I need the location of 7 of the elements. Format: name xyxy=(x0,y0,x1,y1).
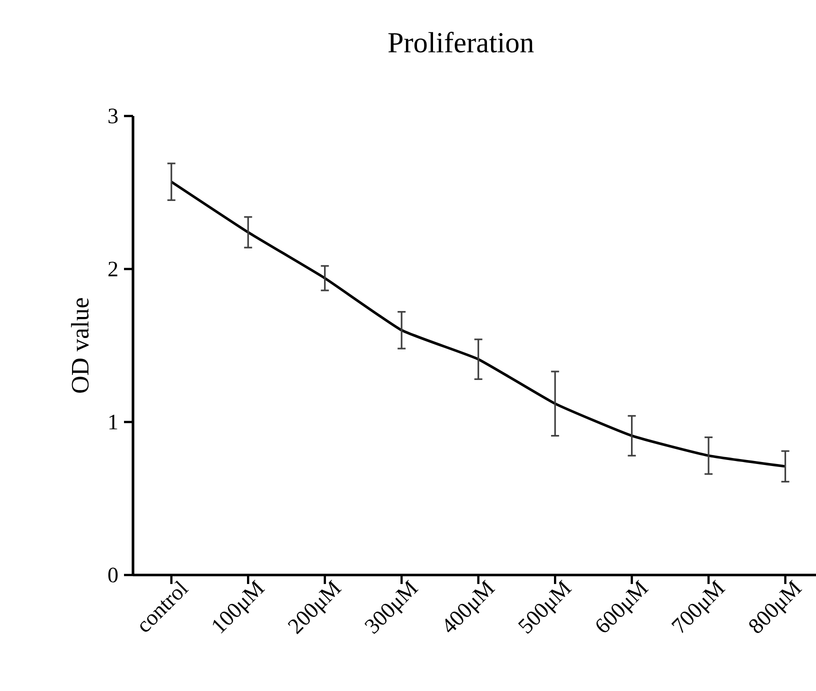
y-tick-label: 2 xyxy=(108,262,118,276)
y-tick-label: 3 xyxy=(108,108,118,124)
y-axis-title: OD value xyxy=(71,298,89,393)
line-series xyxy=(170,180,787,468)
chart-title: Proliferation xyxy=(388,32,534,52)
y-tick-label: 0 xyxy=(108,568,118,582)
y-tick-label: 1 xyxy=(109,414,118,430)
